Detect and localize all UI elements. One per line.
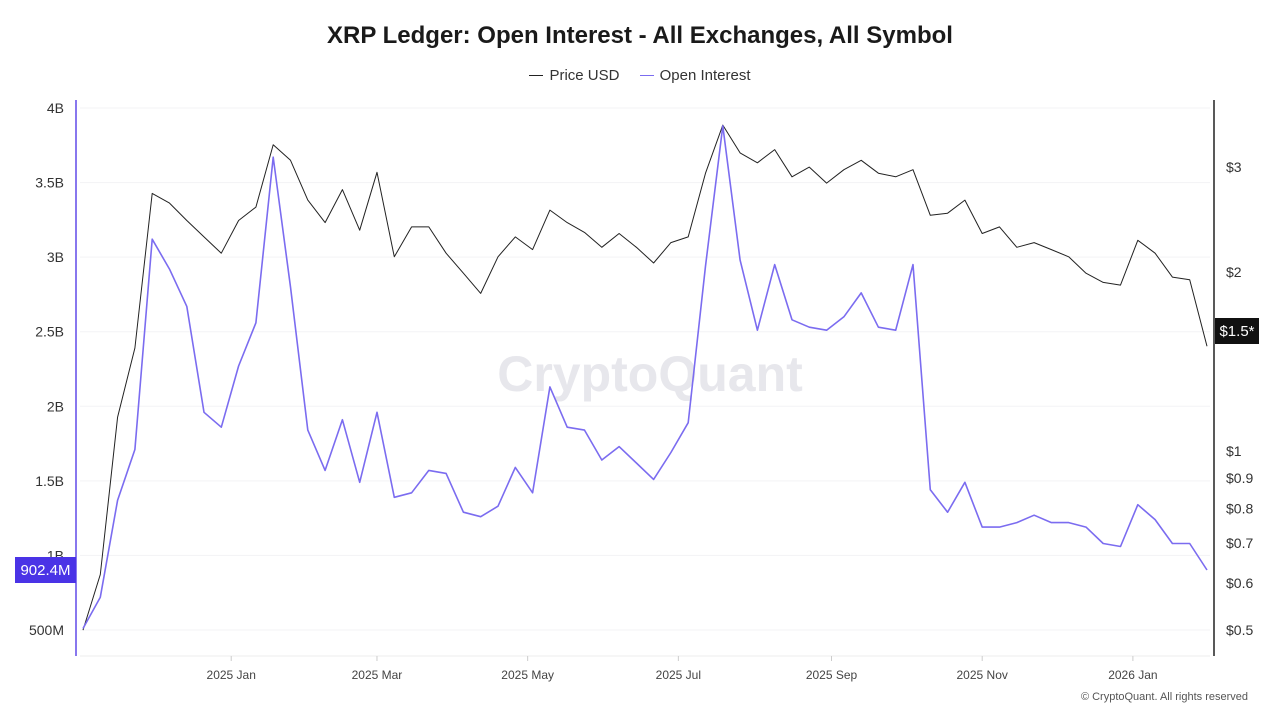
gridlines: [80, 107, 1210, 631]
x-axis-tick-label: 2025 Jul: [656, 668, 701, 682]
right-axis-tick-label: $0.8: [1226, 501, 1253, 517]
left-axis-tick-label: 2.5B: [35, 324, 64, 340]
legend-item-open-interest[interactable]: Open Interest: [639, 66, 751, 84]
x-axis-tick-label: 2026 Jan: [1108, 668, 1157, 682]
legend-label-open-interest: Open Interest: [659, 66, 751, 84]
x-axis-ticks: 2025 Jan 2025 Mar 2025 May 2025 Jul 2025 Sep…: [207, 656, 1158, 682]
left-axis-tick-label: 1.5B: [35, 473, 64, 489]
right-axis-tick-label: $0.7: [1226, 535, 1253, 551]
open-interest-current-value-badge: 902.4M: [15, 557, 76, 583]
x-axis-tick-label: 2025 Jan: [207, 668, 256, 682]
x-axis-tick-label: 2025 May: [501, 668, 554, 682]
open-interest-line: [82, 125, 1208, 629]
legend-item-price[interactable]: Price USD: [529, 67, 619, 84]
left-axis-tick-label: 500M: [29, 622, 64, 638]
left-axis-tick-label: 4B: [47, 100, 64, 116]
left-axis-tick-label: 3.5B: [35, 175, 64, 191]
x-axis-tick-label: 2025 Mar: [352, 668, 403, 682]
right-axis-tick-label: $0.6: [1226, 575, 1253, 591]
right-axis-tick-label: $1: [1226, 443, 1242, 459]
watermark: CryptoQuant: [497, 346, 803, 402]
legend-label-price: Price USD: [549, 66, 620, 84]
right-axis-tick-label: $0.5: [1226, 622, 1253, 638]
price-current-value-badge: $1.5*: [1215, 318, 1259, 344]
left-axis-tick-label: 2B: [47, 398, 64, 414]
series-lines: [82, 124, 1208, 631]
chart-title: XRP Ledger: Open Interest - All Exchange…: [327, 22, 953, 49]
right-axis-tick-label: $2: [1226, 264, 1242, 280]
left-axis-tick-label: 3B: [47, 249, 64, 265]
x-axis-tick-label: 2025 Sep: [806, 668, 858, 682]
price-usd-line: [82, 124, 1208, 631]
right-axis-ticks: $0.5 $0.6 $0.7 $0.8 $0.9 $1 $2 $3: [1226, 159, 1253, 638]
legend-swatch-open-interest: [639, 74, 654, 76]
right-axis-tick-label: $3: [1226, 159, 1242, 175]
right-axis-tick-label: $0.9: [1226, 470, 1253, 486]
legend-swatch-price: [529, 74, 544, 76]
legend: Price USD Open Interest: [0, 63, 1280, 84]
copyright-footer: © CryptoQuant. All rights reserved: [1080, 691, 1248, 703]
x-axis-tick-label: 2025 Nov: [957, 668, 1008, 682]
